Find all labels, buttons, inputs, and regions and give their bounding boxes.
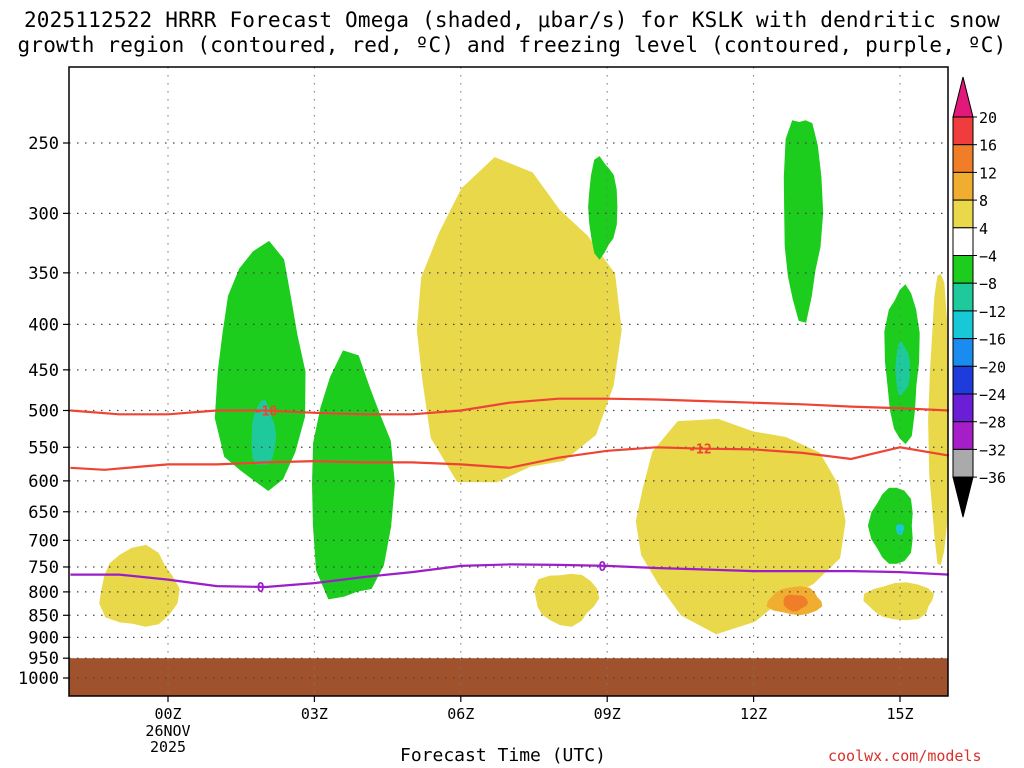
plot-frame [68, 66, 949, 697]
x-axis-label: Forecast Time (UTC) [400, 745, 606, 766]
colorbar-bin [952, 144, 974, 173]
omega-region [251, 400, 277, 465]
chart-title-line-2: growth region (contoured, red, ºC) and f… [17, 33, 1007, 57]
x-tick-label: 03Z [301, 705, 328, 723]
contour-label: 0 [598, 560, 606, 575]
y-tick-label: 650 [28, 503, 59, 523]
omega-region [863, 582, 935, 621]
chart-title-line-1: 2025112522 HRRR Forecast Omega (shaded, … [23, 8, 1001, 32]
colorbar: 20 16 12 8 4 −4 −8 −12 −16 −20 −24 −28 −32 −36 [952, 76, 1006, 518]
y-tick-label: 250 [28, 134, 59, 154]
colorbar-label: −12 [979, 303, 1006, 321]
contour-line [70, 563, 949, 589]
colorbar-label: −20 [979, 358, 1006, 376]
omega-region [635, 418, 846, 635]
ground-layer [69, 658, 948, 696]
x-tick-label: 06Z [447, 705, 474, 723]
colorbar-label: 4 [979, 220, 988, 238]
y-tick-label: 600 [28, 472, 59, 492]
colorbar-label: 20 [979, 109, 997, 127]
y-tick-label: 300 [28, 204, 59, 224]
colorbar-label: −4 [979, 248, 997, 266]
y-tick-label: 450 [28, 361, 59, 381]
x-tick-date-label: 2025 [150, 738, 186, 756]
ground-fill [69, 658, 948, 696]
omega-shading-layer [99, 120, 949, 635]
colorbar-bin [952, 116, 974, 146]
colorbar-bin [952, 448, 974, 478]
colorbar-bin [952, 171, 974, 201]
colorbar-bin [952, 227, 974, 257]
colorbar-bin [952, 199, 974, 229]
contour-line [70, 446, 949, 471]
y-tick-label: 1000 [18, 669, 59, 689]
omega-region [588, 156, 618, 260]
omega-region [99, 544, 180, 627]
colorbar-bin [952, 365, 974, 395]
omega-region [928, 273, 949, 566]
colorbar-label: −16 [979, 331, 1006, 349]
colorbar-label: −24 [979, 386, 1006, 404]
grid-layer [69, 67, 948, 696]
colorbar-label: −28 [979, 414, 1006, 432]
contour-label: -18 [254, 405, 278, 420]
colorbar-label: 16 [979, 137, 997, 155]
colorbar-bin [952, 310, 974, 340]
omega-region [895, 523, 905, 536]
x-tick-label: 12Z [740, 705, 767, 723]
omega-region [416, 157, 622, 483]
contour-label: -12 [688, 443, 711, 458]
y-tick-label: 500 [28, 402, 59, 422]
colorbar-arrow-bottom [952, 476, 974, 518]
y-tick-label: 350 [28, 264, 59, 284]
contour-label: 0 [257, 581, 265, 596]
x-tick-date-label: 26NOV [145, 722, 190, 740]
x-tick-label: 09Z [594, 705, 621, 723]
axes-layer: 2503003504004505005506006507007508008509… [18, 66, 949, 756]
omega-region [895, 341, 910, 396]
omega-region [783, 594, 808, 612]
omega-region [867, 487, 913, 564]
colorbar-label: −8 [979, 275, 997, 293]
y-tick-label: 950 [28, 649, 59, 669]
omega-region [312, 350, 395, 600]
y-tick-label: 900 [28, 628, 59, 648]
colorbar-bin [952, 282, 974, 312]
colorbar-bin [952, 255, 974, 284]
contour-layer: -18 -12 0 0 [70, 397, 949, 596]
x-tick-label: 00Z [154, 705, 181, 723]
credit-link[interactable]: coolwx.com/models [828, 747, 982, 765]
colorbar-bin [952, 338, 974, 367]
y-tick-label: 750 [28, 558, 59, 578]
colorbar-label: 12 [979, 164, 997, 182]
y-tick-label: 700 [28, 531, 59, 551]
colorbar-label: −36 [979, 469, 1006, 487]
y-tick-label: 850 [28, 606, 59, 626]
y-tick-label: 800 [28, 583, 59, 603]
omega-region [783, 120, 824, 323]
colorbar-arrow-top [952, 76, 974, 118]
colorbar-bin [952, 421, 974, 450]
omega-region [214, 240, 306, 491]
x-tick-label: 15Z [886, 705, 913, 723]
y-tick-label: 550 [28, 438, 59, 458]
colorbar-label: −32 [979, 441, 1006, 459]
colorbar-bin [952, 393, 974, 423]
omega-region [534, 573, 600, 627]
contour-line [70, 397, 949, 416]
y-tick-label: 400 [28, 315, 59, 335]
colorbar-label: 8 [979, 192, 988, 210]
